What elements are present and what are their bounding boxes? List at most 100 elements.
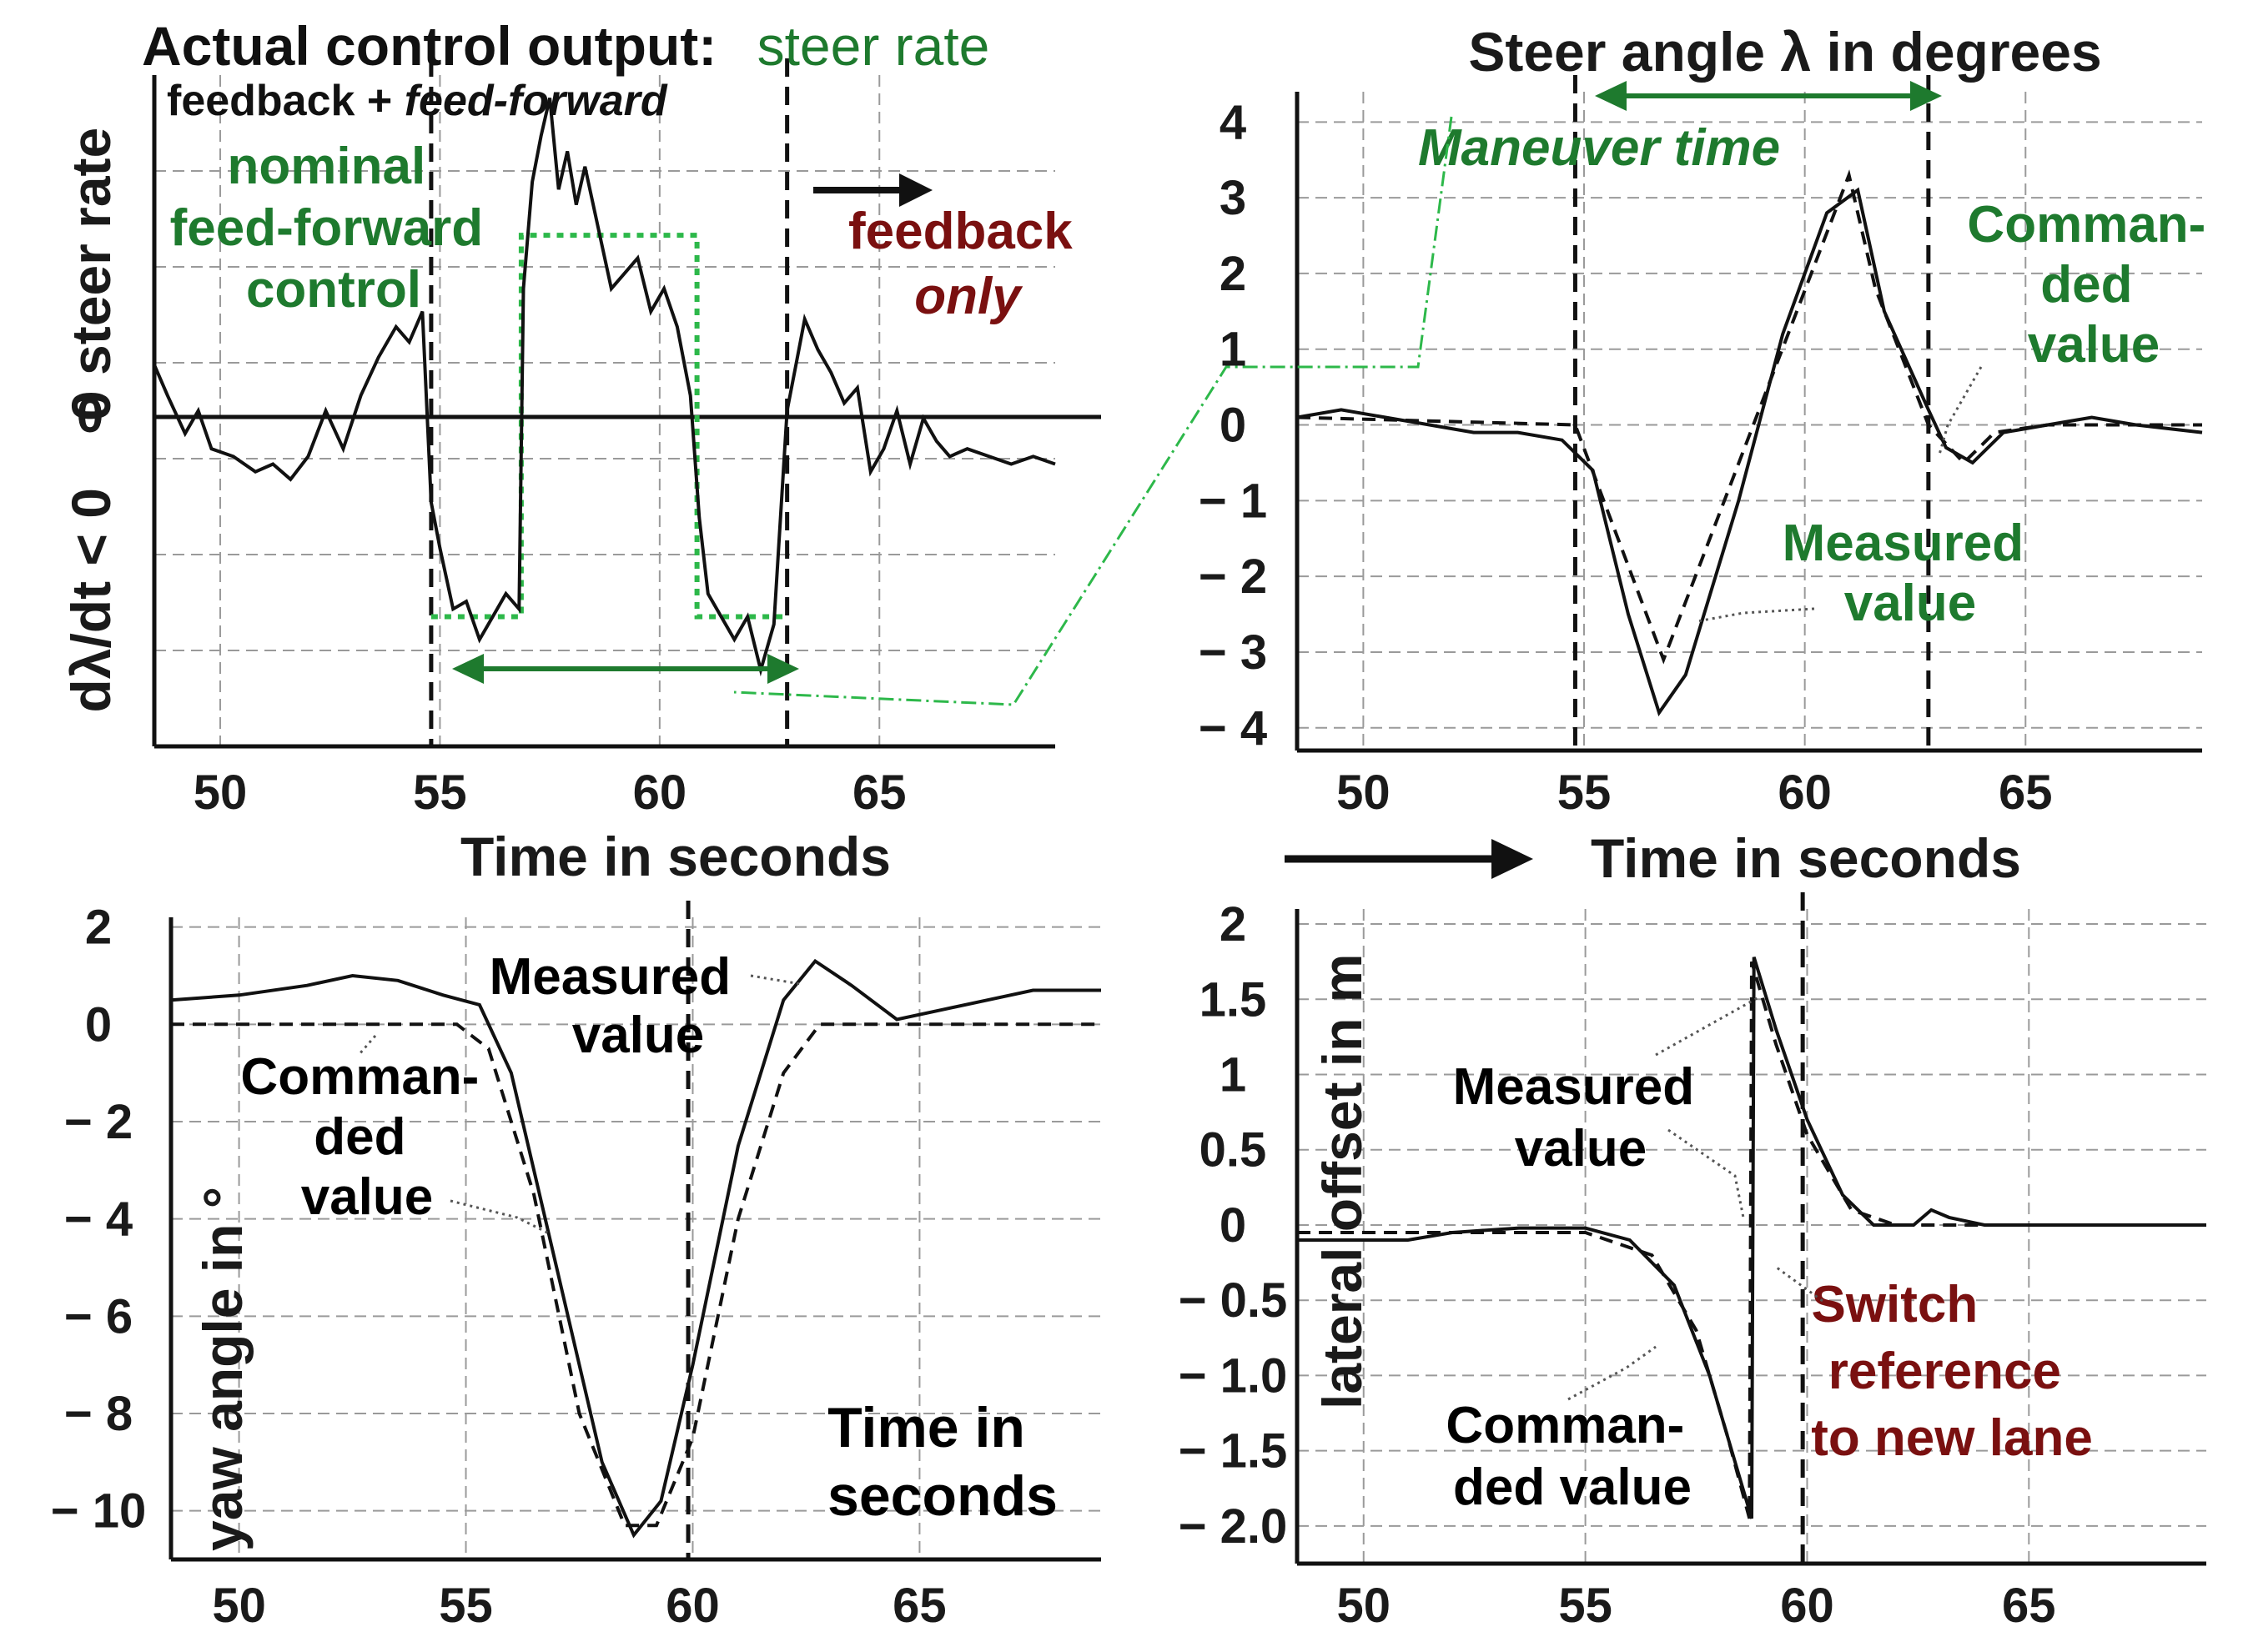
steer-angle-xlabel: Time in seconds <box>1591 827 2021 889</box>
x-tick-label: 65 <box>852 766 907 820</box>
steer-rate-title-green: steer rate <box>757 15 990 77</box>
steer-rate-panel: 50 55 60 65 Actual control output: steer ra… <box>60 15 1101 887</box>
yaw-angle-ylabel: yaw angle in ° <box>192 1187 254 1551</box>
x-tick-label: 60 <box>666 1579 720 1633</box>
x-tick-label: 60 <box>1780 1579 1834 1633</box>
steer-angle-measured-leader <box>1697 607 1815 623</box>
y-tick-label: − 2 <box>1199 550 1267 604</box>
yaw-angle-measured-line-1: Measured <box>490 948 731 1006</box>
y-tick-label: − 2.0 <box>1179 1499 1288 1554</box>
steer-angle-grid <box>1297 92 2202 751</box>
y-tick-label: − 4 <box>64 1193 133 1247</box>
yaw-angle-time-label: Time in seconds <box>827 1396 1058 1528</box>
yaw-angle-commanded-line-2: ded <box>314 1108 405 1166</box>
time-arrowhead-icon <box>1491 839 1533 879</box>
lateral-offset-ylabel: lateral offset in m <box>1311 954 1373 1409</box>
x-tick-label: 65 <box>1999 766 2053 820</box>
x-tick-label: 55 <box>1557 766 1612 820</box>
yaw-angle-measured-label: Measured value <box>490 948 746 1064</box>
y-tick-label: 0.5 <box>1199 1123 1267 1177</box>
steer-angle-commanded-line-3: value <box>2028 316 2160 374</box>
x-tick-label: 50 <box>194 766 248 820</box>
maneuver-connector-leader <box>733 116 1453 706</box>
y-tick-label: 0 <box>85 997 112 1052</box>
yaw-angle-commanded-leader <box>357 1035 377 1056</box>
x-tick-label: 50 <box>212 1579 266 1633</box>
yaw-angle-commanded-line <box>171 1022 1101 1528</box>
lateral-offset-commanded-line <box>1297 961 2206 1519</box>
y-tick-label: − 1 <box>1199 474 1267 528</box>
lateral-offset-commanded-label: Comman- ded value <box>1446 1397 1698 1516</box>
feedback-only-line-1: feedback <box>848 203 1073 260</box>
yaw-angle-x-ticks: 50 55 60 65 <box>212 1579 946 1633</box>
y-tick-label: − 6 <box>64 1289 133 1343</box>
y-tick-label: − 8 <box>64 1387 133 1441</box>
fb-ff-italic: feed-forward <box>405 77 668 125</box>
steer-angle-commanded-label: Comman- ded value <box>1967 196 2220 374</box>
steer-rate-ylabel-bottom: dλ/dt < 0 <box>60 488 122 713</box>
lateral-offset-commanded-line-1: Comman- <box>1446 1397 1684 1454</box>
steer-rate-xlabel: Time in seconds <box>460 826 891 887</box>
yaw-angle-commanded-line-3: value <box>301 1168 434 1226</box>
steer-rate-vlines <box>429 58 790 746</box>
x-tick-label: 60 <box>1778 766 1832 820</box>
steer-rate-zero-tick: 0 <box>77 389 103 443</box>
y-tick-label: 1 <box>1220 1048 1246 1102</box>
steer-angle-y-ticks: 4 3 2 1 0 − 1 − 2 − 3 − 4 <box>1199 95 1267 755</box>
x-tick-label: 55 <box>1558 1579 1612 1633</box>
steer-angle-x-ticks: 50 55 60 65 <box>1336 766 2052 820</box>
steer-angle-panel: 4 3 2 1 0 − 1 − 2 − 3 − 4 50 55 60 65 Steer angle λ… <box>733 21 2220 889</box>
feedback-arrowhead-icon <box>899 173 933 207</box>
steer-rate-x-ticks: 50 55 60 65 <box>194 766 907 820</box>
x-tick-label: 50 <box>1336 766 1391 820</box>
y-tick-label: 0 <box>1220 1198 1246 1253</box>
nominal-ff-line-1: nominal <box>228 138 426 195</box>
feedback-only-line-2: only <box>914 268 1023 325</box>
nominal-ff-line-2: feed-forward <box>170 199 483 257</box>
y-tick-label: 1 <box>1220 323 1246 377</box>
lateral-offset-measured-line-2: value <box>1515 1120 1647 1177</box>
steer-angle-commanded-line-2: ded <box>2040 256 2132 314</box>
maneuver-time-label: Maneuver time <box>1418 119 1780 177</box>
nominal-ff-line-3: control <box>246 261 421 319</box>
fb-ff-label: feedback + feed-forward <box>167 77 668 125</box>
switch-reference-line-1: Switch <box>1811 1276 1978 1333</box>
steer-rate-title: Actual control output: steer rate <box>142 15 989 77</box>
y-tick-label: 0 <box>1220 399 1246 453</box>
steer-angle-measured-line-1: Measured <box>1783 515 2024 572</box>
yaw-angle-commanded-leader-2 <box>450 1199 551 1236</box>
yaw-angle-time-line-1: Time in <box>827 1396 1025 1459</box>
y-tick-label: − 3 <box>1199 625 1267 680</box>
yaw-angle-commanded-label: Comman- ded value <box>240 1048 493 1226</box>
switch-reference-leader <box>1776 1266 1823 1303</box>
yaw-angle-measured-line-2: value <box>572 1007 705 1064</box>
switch-reference-line-2: reference <box>1828 1343 2061 1400</box>
feedback-only-label: feedback only <box>848 203 1087 325</box>
y-tick-label: 2 <box>85 901 112 955</box>
yaw-angle-y-ticks: 2 0 − 2 − 4 − 6 − 8 − 10 <box>51 901 147 1539</box>
steer-rate-series-line <box>153 97 1056 677</box>
y-tick-label: − 2 <box>64 1095 133 1149</box>
x-tick-label: 55 <box>439 1579 493 1633</box>
yaw-angle-panel: 2 0 − 2 − 4 − 6 − 8 − 10 50 55 60 65 Measured val… <box>51 901 1101 1633</box>
y-tick-label: 4 <box>1220 95 1246 149</box>
yaw-angle-time-line-2: seconds <box>827 1464 1058 1528</box>
lateral-offset-panel: 2 1.5 1 0.5 0 − 0.5 − 1.0 − 1.5 − 2.0 50 55 60 65 M… <box>1179 892 2206 1633</box>
lateral-offset-measured-leader-2 <box>1667 1128 1745 1218</box>
y-tick-label: − 4 <box>1199 701 1267 756</box>
lateral-offset-x-ticks: 50 55 60 65 <box>1336 1579 2055 1633</box>
steer-rate-span-arrowhead-left-icon <box>452 654 484 684</box>
x-tick-label: 60 <box>633 766 687 820</box>
x-tick-label: 65 <box>893 1579 947 1633</box>
steer-rate-span-arrowhead-right-icon <box>767 654 799 684</box>
lateral-offset-measured-leader <box>1655 995 1761 1057</box>
lateral-offset-commanded-leader <box>1567 1345 1657 1401</box>
lateral-offset-measured-line <box>1297 957 2206 1519</box>
lateral-offset-commanded-line-2: ded value <box>1453 1459 1692 1516</box>
x-tick-label: 65 <box>2002 1579 2056 1633</box>
y-tick-label: 2 <box>1220 247 1246 301</box>
x-tick-label: 55 <box>413 766 467 820</box>
steer-angle-measured-label: Measured value <box>1783 515 2039 632</box>
y-tick-label: − 10 <box>51 1484 147 1539</box>
